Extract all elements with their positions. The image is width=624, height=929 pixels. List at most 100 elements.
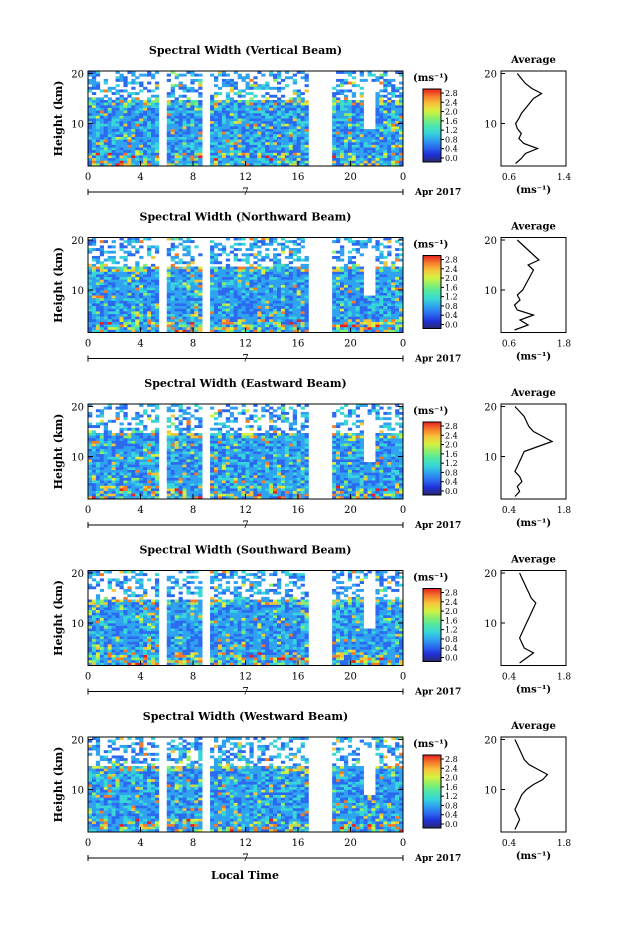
heatmap-cell (265, 306, 270, 310)
heatmap-cell (174, 493, 179, 497)
heatmap-cell (186, 493, 191, 497)
heatmap-cell (95, 115, 101, 119)
heatmap-cell (143, 300, 148, 304)
heatmap-cell (265, 319, 270, 323)
heatmap-cell (257, 105, 262, 109)
heatmap-cell (336, 121, 341, 125)
heatmap-cell (131, 469, 136, 473)
heatmap-cell (257, 245, 262, 249)
heatmap-cell (395, 158, 400, 162)
heatmap-cell (99, 409, 105, 413)
heatmap-cell (170, 435, 175, 439)
heatmap-cell (249, 300, 254, 304)
heatmap-cell (154, 269, 160, 273)
heatmap-cell (174, 459, 179, 463)
heatmap-cell (296, 115, 301, 119)
colorbar-tick-label: 2.4 (445, 265, 458, 274)
heatmap-cell (178, 477, 183, 481)
heatmap-cell (127, 422, 132, 426)
heatmap-cell (249, 292, 254, 296)
heatmap-cell (210, 129, 215, 132)
heatmap-cell (95, 311, 101, 315)
heatmap-cell (151, 274, 156, 278)
heatmap-cell (210, 160, 215, 164)
heatmap-cell (261, 266, 266, 270)
heatmap-cell (375, 266, 380, 270)
heatmap-cell (119, 433, 124, 436)
heatmap-cell (186, 269, 191, 273)
heatmap-cell (355, 316, 360, 320)
heatmap-cell (292, 73, 297, 77)
heatmap-cell (296, 92, 301, 96)
heatmap-cell (88, 115, 93, 119)
heatmap-cell (355, 308, 360, 312)
heatmap-cell (178, 115, 183, 119)
heatmap-cell (300, 329, 305, 333)
heatmap-cell (387, 115, 392, 119)
heatmap-cell (166, 446, 171, 450)
heatmap-cell (233, 316, 238, 320)
heatmap-cell (296, 258, 301, 262)
heatmap-cell (257, 86, 262, 90)
heatmap-cell (221, 155, 227, 159)
heatmap-cell (194, 158, 199, 162)
heatmap-cell (88, 274, 93, 278)
heatmap-cell (253, 279, 258, 283)
heatmap-cell (336, 158, 341, 162)
heatmap-cell (178, 409, 183, 413)
heatmap-cell (119, 237, 124, 241)
heatmap-cell (399, 321, 404, 325)
heatmap-cell (241, 271, 246, 275)
heatmap-cell (288, 163, 294, 167)
heatmap-cell (273, 152, 278, 156)
heatmap-cell (265, 292, 270, 296)
heatmap-cell (143, 327, 148, 331)
heatmap-cell (288, 248, 294, 251)
heatmap-cell (217, 311, 223, 315)
heatmap-cell (174, 152, 179, 156)
heatmap-cell (355, 142, 360, 146)
heatmap-cell (123, 319, 128, 323)
heatmap-cell (174, 448, 179, 452)
heatmap-cell (225, 126, 231, 130)
heatmap-cell (178, 152, 183, 156)
heatmap-cell (355, 152, 360, 156)
heatmap-cell (241, 76, 246, 80)
heatmap-cell (253, 155, 258, 159)
heatmap-cell (383, 282, 388, 286)
heatmap-cell (399, 295, 404, 299)
heatmap-cell (135, 110, 140, 114)
heatmap-cell (355, 324, 360, 328)
heatmap-cell (233, 282, 238, 286)
heatmap-cell (115, 107, 120, 111)
heatmap-cell (273, 253, 278, 257)
heatmap-cell (190, 477, 195, 481)
heatmap-cell (383, 89, 388, 93)
heatmap-cell (273, 78, 278, 82)
heatmap-cell (269, 258, 274, 262)
heatmap-cell (115, 100, 120, 103)
heatmap-cell (166, 102, 171, 106)
heatmap-cell (198, 433, 203, 436)
heatmap-cell (383, 316, 388, 320)
heatmap-cell (245, 287, 250, 291)
heatmap-cell (131, 327, 136, 331)
heatmap-cell (131, 110, 136, 114)
heatmap-cell (143, 136, 148, 140)
heatmap-cell (151, 319, 156, 323)
heatmap-cell (88, 71, 93, 74)
heatmap-cell (391, 303, 396, 307)
heatmap-cell (273, 316, 278, 320)
heatmap-cell (343, 81, 349, 85)
heatmap-cell (91, 321, 97, 325)
heatmap-cell (288, 131, 294, 135)
heatmap-cell (225, 107, 231, 111)
heatmap-cell (257, 324, 262, 328)
heatmap-cell (123, 427, 128, 431)
heatmap-cell (383, 142, 388, 146)
heatmap-cell (147, 443, 152, 447)
heatmap-cell (269, 129, 274, 132)
avg-x-tick-label: 1.4 (557, 173, 572, 183)
heatmap-cell (111, 142, 116, 146)
heatmap-cell (123, 258, 128, 262)
